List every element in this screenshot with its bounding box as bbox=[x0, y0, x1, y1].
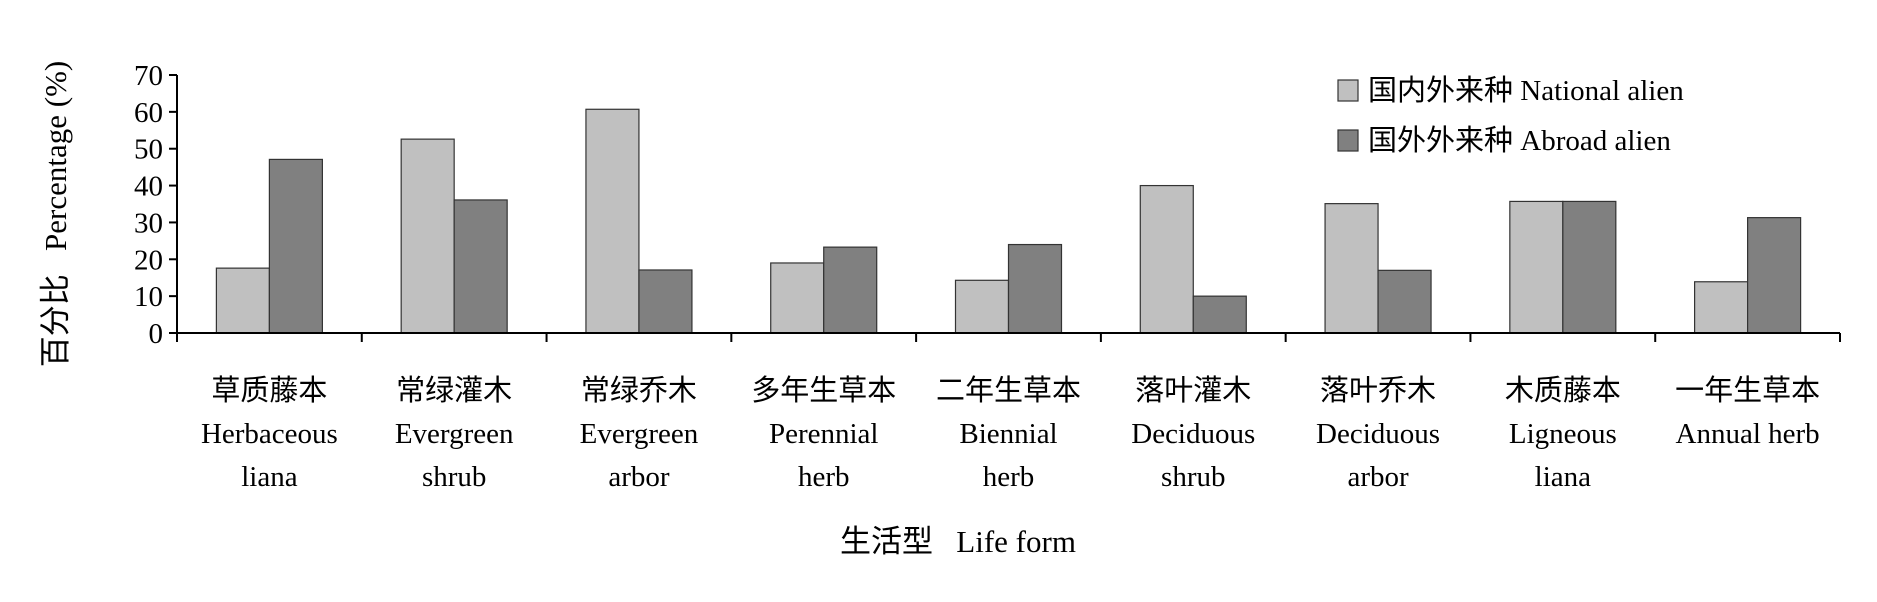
bar-national-alien bbox=[1324, 203, 1379, 334]
y-tick-label: 0 bbox=[149, 318, 164, 350]
y-tick-label: 70 bbox=[134, 60, 163, 92]
category-label: 木质藤本 bbox=[1505, 374, 1621, 407]
category-label: 落叶灌木 bbox=[1135, 374, 1251, 407]
bar-national-alien bbox=[1509, 200, 1564, 334]
bar-abroad-alien bbox=[823, 246, 878, 334]
legend-swatch bbox=[1337, 79, 1359, 102]
bar-national-alien bbox=[1139, 184, 1194, 334]
category-label: shrub bbox=[422, 461, 486, 493]
bar-national-alien bbox=[215, 267, 270, 334]
bars bbox=[215, 108, 1802, 334]
category-label: 多年生草本 bbox=[751, 374, 896, 407]
y-tick-label: 30 bbox=[134, 207, 163, 239]
category-label: Herbaceous bbox=[201, 418, 338, 450]
bar-national-alien bbox=[770, 262, 825, 334]
category-label: 一年生草本 bbox=[1675, 374, 1820, 407]
category-label: arbor bbox=[1347, 461, 1409, 493]
category-label: herb bbox=[798, 461, 850, 493]
legend-swatch bbox=[1337, 129, 1359, 152]
category-label: Biennial bbox=[959, 418, 1057, 450]
y-tick-label: 40 bbox=[134, 171, 163, 203]
y-tick-label: 10 bbox=[134, 281, 163, 313]
category-label: 常绿灌木 bbox=[396, 374, 512, 407]
x-axis-title: 生活型 Life form bbox=[840, 524, 1076, 559]
category-label: herb bbox=[983, 461, 1035, 493]
legend-label: 国外外来种 Abroad alien bbox=[1368, 124, 1671, 157]
bar-abroad-alien bbox=[1562, 200, 1617, 334]
category-label: Deciduous bbox=[1316, 418, 1440, 450]
bar-abroad-alien bbox=[1747, 217, 1802, 334]
y-axis-title: 百分比 Percentage (%) bbox=[38, 61, 73, 367]
bar-national-alien bbox=[954, 279, 1010, 334]
category-label: shrub bbox=[1161, 461, 1225, 493]
category-label: Evergreen bbox=[395, 418, 514, 450]
y-tick-label: 50 bbox=[134, 134, 163, 166]
legend: 国内外来种 National alien 国外外来种 Abroad alien bbox=[1337, 74, 1684, 157]
bar-national-alien bbox=[1694, 281, 1749, 334]
legend-label: 国内外来种 National alien bbox=[1368, 74, 1684, 107]
bar-abroad-alien bbox=[638, 269, 693, 334]
bar-abroad-alien bbox=[1007, 243, 1063, 334]
bar-national-alien bbox=[585, 108, 640, 334]
bar-abroad-alien bbox=[1377, 269, 1432, 334]
x-axis-ticks bbox=[176, 333, 1841, 342]
category-label: Deciduous bbox=[1131, 418, 1255, 450]
category-label: 二年生草本 bbox=[936, 374, 1081, 407]
bar-abroad-alien bbox=[453, 199, 508, 334]
category-label: Annual herb bbox=[1676, 418, 1820, 450]
category-label: Ligneous bbox=[1509, 418, 1617, 450]
category-label: liana bbox=[1535, 461, 1591, 493]
category-label: 常绿乔木 bbox=[581, 374, 697, 407]
category-label: Perennial bbox=[769, 418, 879, 450]
y-tick-label: 60 bbox=[134, 97, 163, 129]
category-label: liana bbox=[241, 461, 297, 493]
category-label: 落叶乔木 bbox=[1320, 374, 1436, 407]
category-label: arbor bbox=[608, 461, 670, 493]
category-labels: 草质藤本 Herbaceous liana 常绿灌木 Evergreen shrub 常绿乔… bbox=[201, 374, 1820, 493]
category-label: Evergreen bbox=[580, 418, 699, 450]
y-axis-ticks: 0 10 20 30 40 50 60 70 bbox=[134, 60, 177, 350]
bar-abroad-alien bbox=[268, 158, 323, 334]
category-label: 草质藤本 bbox=[211, 374, 327, 407]
y-tick-label: 20 bbox=[134, 244, 163, 276]
bar-abroad-alien bbox=[1192, 295, 1247, 334]
bar-national-alien bbox=[400, 138, 455, 334]
